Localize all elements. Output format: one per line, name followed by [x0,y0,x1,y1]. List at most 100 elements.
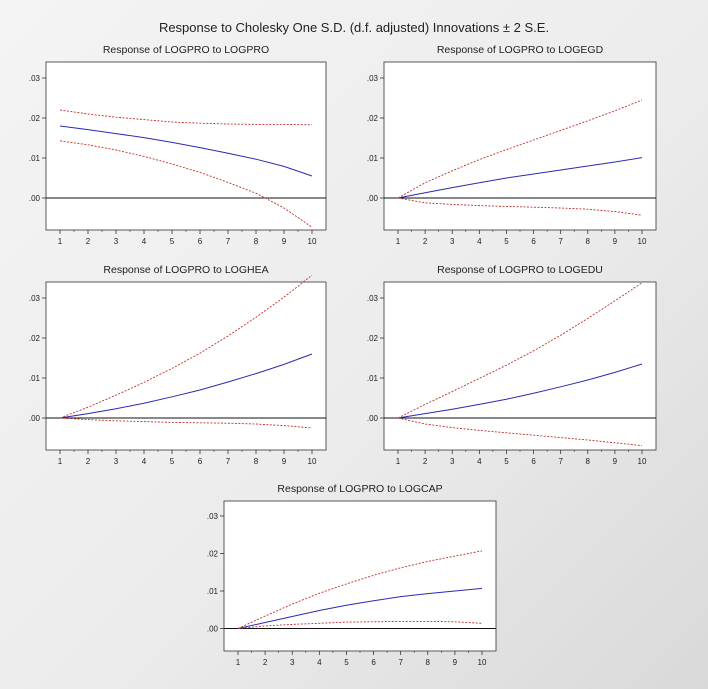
x-tick-label: 5 [170,457,175,466]
plot-frame [45,281,327,451]
y-tick-label: .00 [367,414,379,423]
x-tick-label: 8 [426,658,431,667]
x-tick-label: 2 [423,237,428,246]
x-tick-label: 10 [308,457,317,466]
x-tick-label: 8 [254,237,259,246]
x-tick-label: 5 [504,457,509,466]
x-tick-label: 9 [453,658,458,667]
x-tick-label: 9 [282,457,287,466]
x-tick-label: 4 [477,457,482,466]
y-tick-label: .02 [367,334,379,343]
x-tick-label: 8 [586,237,591,246]
plot-frame [383,61,657,231]
x-tick-label: 7 [558,457,563,466]
lower-band-line [397,197,643,216]
y-tick-label: .01 [29,154,41,163]
y-tick-label: .03 [367,294,379,303]
x-tick-label: 6 [531,237,536,246]
y-tick-label: .00 [207,625,219,634]
y-tick-label: .03 [29,74,41,83]
panel-title-3: Response of LOGPRO to LOGHEA [103,264,269,276]
x-tick-label: 7 [226,237,231,246]
x-tick-label: 10 [638,237,647,246]
y-tick-label: .02 [29,334,41,343]
x-tick-label: 4 [477,237,482,246]
lower-band-line [397,417,643,447]
upper-band-line [59,109,313,126]
x-tick-label: 5 [170,237,175,246]
panel-title-2: Response of LOGPRO to LOGEGD [436,44,604,56]
x-tick-label: 3 [114,237,119,246]
x-tick-label: 2 [86,457,91,466]
panel-3: .00 .01 .02 .03 1 2 3 4 5 6 7 8 9 10 [29,274,327,466]
y-tick-label: .01 [367,374,379,383]
panel-title-4: Response of LOGPRO to LOGEDU [437,264,603,276]
panel-title-5: Response of LOGPRO to LOGCAP [277,483,443,495]
upper-band-line [397,99,643,199]
x-tick-label: 9 [282,237,287,246]
response-line [237,587,483,629]
x-tick-label: 3 [114,457,119,466]
x-tick-label: 1 [58,237,63,246]
y-tick-label: .03 [207,512,219,521]
x-tick-label: 1 [236,658,241,667]
lower-band-line [237,620,483,629]
x-tick-label: 6 [198,457,203,466]
plot-frame [45,61,327,231]
plot-frame [383,281,657,451]
x-tick-label: 6 [531,457,536,466]
panel-1: .00 .01 .02 .03 1 2 3 4 5 6 7 8 9 10 [29,61,327,246]
x-tick-label: 9 [613,237,618,246]
x-tick-label: 6 [198,237,203,246]
x-tick-label: 1 [58,457,63,466]
y-tick-label: .02 [207,550,219,559]
response-line [59,353,313,419]
x-tick-label: 4 [142,237,147,246]
response-line [59,125,313,177]
x-tick-label: 7 [558,237,563,246]
y-tick-label: .02 [29,114,41,123]
x-tick-label: 2 [263,658,268,667]
x-tick-label: 2 [86,237,91,246]
response-line [397,363,643,419]
y-tick-label: .00 [367,194,379,203]
figure-title: Response to Cholesky One S.D. (d.f. adju… [158,20,550,35]
x-tick-label: 10 [478,658,487,667]
y-tick-label: .02 [367,114,379,123]
y-tick-label: .01 [367,154,379,163]
x-tick-label: 4 [317,658,322,667]
response-line [397,157,643,199]
y-tick-label: .01 [207,587,219,596]
x-tick-label: 3 [450,237,455,246]
x-tick-label: 10 [638,457,647,466]
y-tick-label: .01 [29,374,41,383]
x-tick-label: 1 [396,457,401,466]
x-tick-label: 8 [586,457,591,466]
x-tick-label: 4 [142,457,147,466]
y-tick-label: .03 [367,74,379,83]
x-tick-label: 3 [290,658,295,667]
y-tick-label: .00 [29,414,41,423]
x-tick-label: 6 [371,658,376,667]
x-tick-label: 5 [344,658,349,667]
x-tick-label: 9 [613,457,618,466]
lower-band-line [59,140,313,228]
x-tick-label: 8 [254,457,259,466]
panel-5: .00 .01 .02 .03 1 2 3 4 5 6 7 8 9 10 [207,500,497,667]
x-tick-label: 10 [308,237,317,246]
lower-band-line [59,417,313,429]
x-tick-label: 5 [504,237,509,246]
x-tick-label: 1 [396,237,401,246]
x-tick-label: 7 [398,658,403,667]
y-tick-label: .03 [29,294,41,303]
panel-4: .00 .01 .02 .03 1 2 3 4 5 6 7 8 9 10 [367,281,657,466]
upper-band-line [59,274,313,419]
panel-2: .00 .01 .02 .03 1 2 3 4 5 6 7 8 9 10 [367,61,657,246]
x-tick-label: 2 [423,457,428,466]
panel-title-1: Response of LOGPRO to LOGPRO [102,44,270,56]
y-tick-label: .00 [29,194,41,203]
x-tick-label: 7 [226,457,231,466]
x-tick-label: 3 [450,457,455,466]
